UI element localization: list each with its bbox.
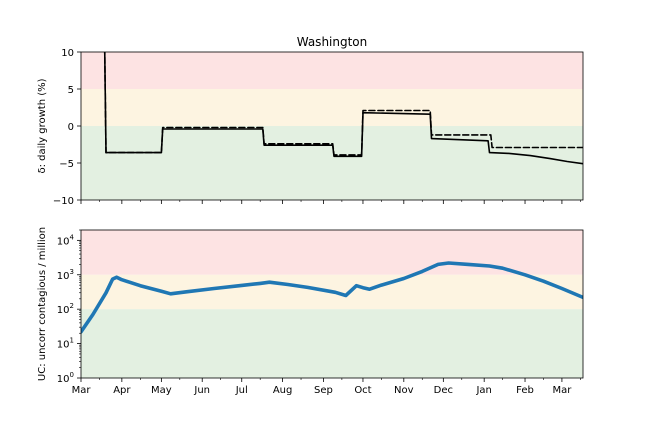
y-tick-label: −5: [59, 159, 74, 170]
x-tick-label: Apr: [113, 385, 131, 396]
y-tick-label: 0: [68, 122, 74, 133]
contagious-y-ticks: 100 101 102 103 104: [57, 229, 81, 385]
y-tick-label: 103: [57, 268, 74, 282]
y-tick-label: 101: [57, 337, 74, 351]
dashed-series-line: [103, 52, 583, 156]
growth-y-ticks: 10 5 0 −5 −10: [53, 48, 81, 207]
contagious-y-axis-label: UC: uncorr contagious / million: [37, 227, 48, 381]
chart-title: Washington: [297, 35, 368, 49]
band-2: [81, 126, 583, 200]
band-1: [81, 89, 583, 126]
y-tick-label: 100: [57, 371, 74, 385]
x-tick-label: Feb: [516, 385, 534, 396]
x-tick-label: Jan: [475, 385, 491, 396]
x-tick-label: Aug: [273, 385, 293, 396]
contagious-chart-frame: [80, 229, 584, 379]
x-tick-label: Sep: [314, 385, 333, 396]
contagious-chart: 100 101 102 103 104 Mar Apr May Jun Jul Aug Sep Oct…: [37, 227, 584, 396]
y-tick-label: 5: [68, 85, 74, 96]
growth-x-ticks: [80, 200, 581, 204]
contagious-x-ticks: Mar Apr May Jun Jul Aug Sep Oct Nov Dec Jan Feb Mar: [72, 378, 581, 396]
growth-lines: [103, 52, 583, 165]
band-0: [81, 52, 583, 89]
x-tick-label: Jun: [193, 385, 210, 396]
growth-bands: [81, 52, 583, 200]
contagious-lines: [81, 261, 583, 334]
x-tick-label: Mar: [72, 385, 92, 396]
x-tick-label: May: [151, 385, 172, 396]
y-tick-label: 104: [57, 233, 75, 247]
x-tick-label: Jul: [235, 385, 248, 396]
x-tick-label: Oct: [354, 385, 371, 396]
y-tick-label: 102: [57, 302, 74, 316]
solid-series-line: [81, 261, 583, 334]
y-tick-label: 10: [61, 48, 74, 59]
contagious-bands: [81, 230, 583, 378]
x-tick-label: Mar: [552, 385, 572, 396]
y-tick-label: −10: [53, 196, 74, 207]
x-tick-label: Dec: [434, 385, 453, 396]
band-2: [81, 309, 583, 378]
x-tick-label: Nov: [394, 385, 414, 396]
growth-chart: 10 5 0 −5 −10 Washington δ: daily growth (%): [37, 35, 584, 207]
growth-y-axis-label: δ: daily growth (%): [37, 78, 48, 173]
